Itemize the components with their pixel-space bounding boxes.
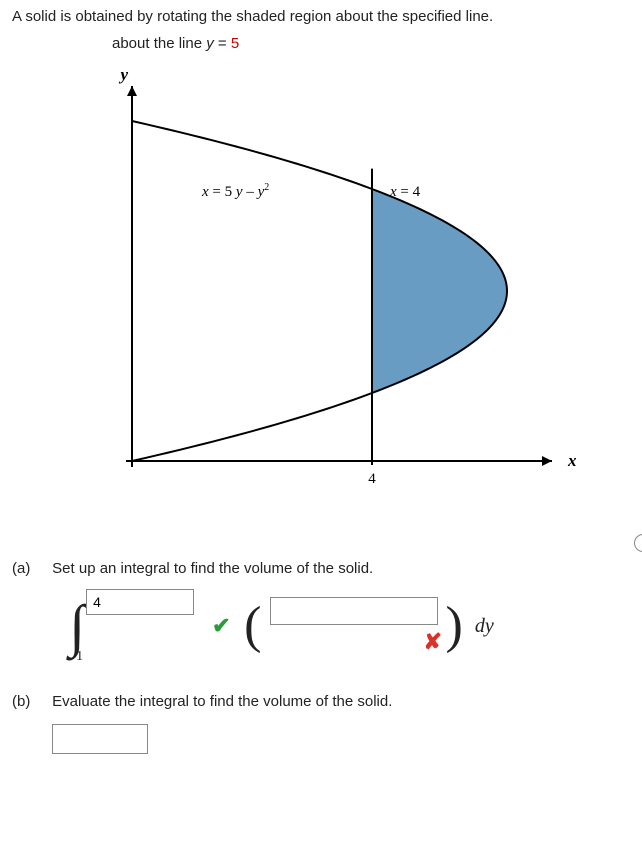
sub-prefix: about the line bbox=[112, 35, 206, 52]
rotation-line: about the line y = 5 bbox=[112, 35, 630, 52]
svg-text:y: y bbox=[118, 66, 128, 84]
part-a: (a) Set up an integral to find the volum… bbox=[12, 560, 630, 659]
svg-text:x: x bbox=[567, 451, 577, 470]
integral-expression: ∫ 1 ✔ ( ✘ ) dy bbox=[62, 593, 612, 659]
graph-svg: 4 y x x = 5 y – y2 x = 4 bbox=[72, 66, 592, 506]
upper-limit-input[interactable] bbox=[86, 589, 194, 615]
checkmark-icon: ✔ bbox=[212, 613, 234, 639]
differential: dy bbox=[475, 615, 494, 638]
integral-sign: ∫ 1 bbox=[62, 593, 92, 659]
close-paren-icon: ) bbox=[442, 608, 467, 644]
integrand-input[interactable] bbox=[270, 597, 438, 625]
part-b-answer-input[interactable] bbox=[52, 724, 148, 754]
sub-value: 5 bbox=[231, 35, 239, 52]
svg-text:x = 5 y – y2: x = 5 y – y2 bbox=[201, 182, 269, 200]
svg-text:x = 4: x = 4 bbox=[389, 184, 421, 200]
part-b: (b) Evaluate the integral to find the vo… bbox=[12, 693, 630, 754]
part-b-text: Evaluate the integral to find the volume… bbox=[52, 693, 392, 710]
sub-var: y bbox=[206, 35, 214, 52]
svg-text:4: 4 bbox=[368, 471, 376, 487]
info-icon[interactable]: i bbox=[634, 534, 642, 552]
lower-limit: 1 bbox=[76, 649, 83, 665]
part-a-label: (a) bbox=[12, 560, 48, 577]
sub-eq: = bbox=[214, 35, 231, 52]
problem-statement: A solid is obtained by rotating the shad… bbox=[12, 8, 630, 25]
graph-figure: 4yxx = 5 y – y2x = 4 i bbox=[72, 66, 592, 526]
open-paren-icon: ( bbox=[240, 608, 265, 644]
part-a-text: Set up an integral to find the volume of… bbox=[52, 560, 373, 577]
part-b-label: (b) bbox=[12, 693, 48, 710]
